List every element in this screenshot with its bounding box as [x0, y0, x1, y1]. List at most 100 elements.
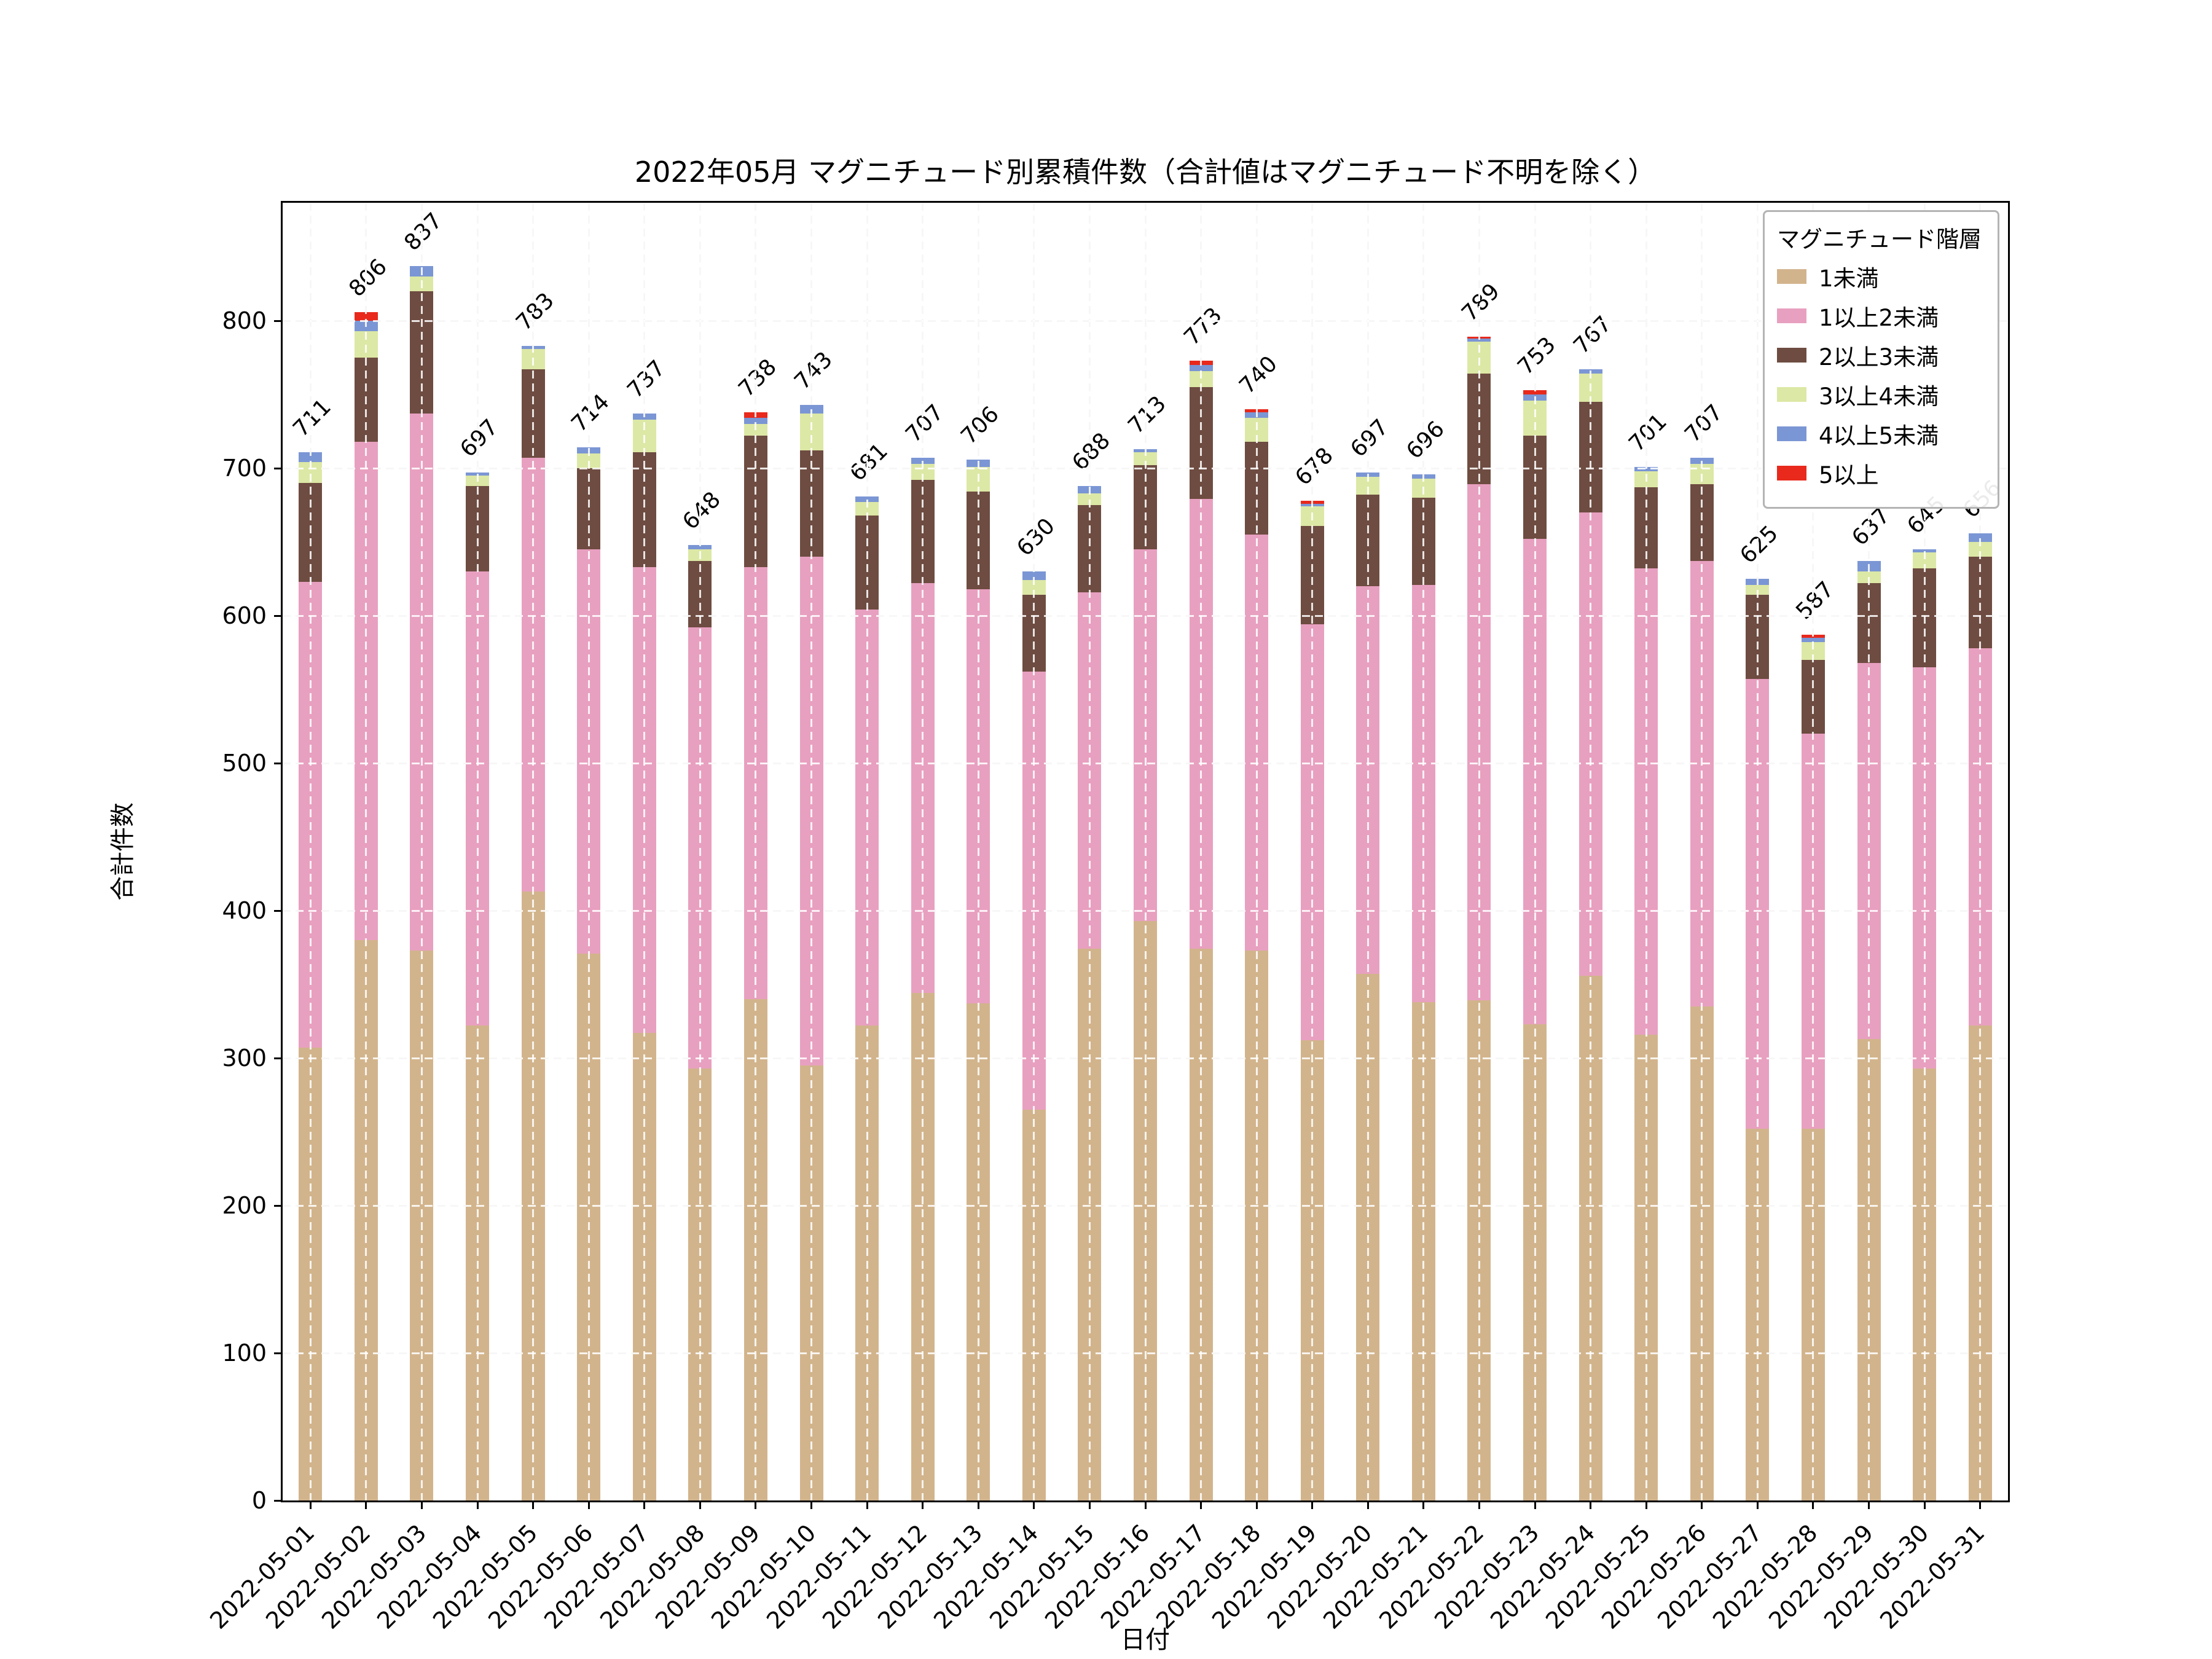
y-axis-label: 合計件数 [109, 802, 137, 901]
gridline-vertical-overlay [1033, 203, 1035, 1500]
gridline-vertical-overlay [922, 203, 924, 1500]
gridline-vertical-overlay [532, 203, 535, 1500]
x-tick-mark [1367, 1500, 1369, 1509]
gridline-vertical-overlay [1923, 203, 1926, 1500]
legend-label: 1未満 [1819, 265, 1879, 292]
legend-item: 1未満 [1777, 260, 1982, 293]
x-tick-mark [922, 1500, 924, 1509]
legend-title: マグニチュード階層 [1777, 226, 1982, 253]
x-tick-mark [866, 1500, 868, 1509]
x-tick-mark [1979, 1500, 1982, 1509]
legend-swatch [1777, 348, 1806, 363]
x-tick-mark [1033, 1500, 1035, 1509]
gridline-vertical-overlay [1144, 203, 1147, 1500]
x-tick-mark [420, 1500, 423, 1509]
y-tick-mark [274, 1499, 283, 1502]
legend-item: 1以上2未満 [1777, 299, 1982, 332]
legend-label: 3以上4未満 [1819, 383, 1939, 410]
y-tick-mark [274, 762, 283, 764]
legend-label: 5以上 [1819, 462, 1879, 488]
legend-label: 4以上5未満 [1819, 423, 1939, 449]
gridline-vertical-overlay [810, 203, 813, 1500]
y-tick-label: 600 [222, 602, 267, 629]
legend-item: 4以上5未満 [1777, 417, 1982, 450]
x-tick-mark [1756, 1500, 1759, 1509]
x-tick-mark [1478, 1500, 1480, 1509]
legend-items: 1未満 1以上2未満 2以上3未満 3以上4未満 4以上5未満 5以上 [1777, 260, 1982, 490]
y-tick-label: 500 [222, 750, 267, 777]
gridline-vertical-overlay [1478, 203, 1480, 1500]
gridline-vertical-overlay [1590, 203, 1592, 1500]
gridline-vertical-overlay [1979, 203, 1982, 1500]
x-tick-mark [643, 1500, 646, 1509]
x-tick-mark [977, 1500, 979, 1509]
gridline-vertical-overlay [309, 203, 312, 1500]
legend-item: 5以上 [1777, 457, 1982, 490]
gridline-vertical-overlay [1645, 203, 1647, 1500]
y-tick-mark [274, 1204, 283, 1207]
gridline-vertical-overlay [699, 203, 701, 1500]
x-tick-mark [1255, 1500, 1258, 1509]
x-tick-mark [365, 1500, 367, 1509]
x-tick-mark [1534, 1500, 1536, 1509]
x-tick-mark [587, 1500, 590, 1509]
x-tick-mark [1422, 1500, 1425, 1509]
legend-item: 2以上3未満 [1777, 339, 1982, 372]
grid-layer-front [283, 203, 2008, 1500]
legend-item: 3以上4未満 [1777, 378, 1982, 411]
gridline-vertical-overlay [866, 203, 868, 1500]
x-tick-mark [1088, 1500, 1091, 1509]
x-tick-mark [1200, 1500, 1202, 1509]
gridline-vertical-overlay [1311, 203, 1314, 1500]
x-tick-mark [1311, 1500, 1314, 1509]
legend-label: 2以上3未満 [1819, 344, 1939, 371]
y-tick-label: 100 [222, 1339, 267, 1367]
gridline-vertical-overlay [1701, 203, 1703, 1500]
gridline-vertical-overlay [1812, 203, 1814, 1500]
y-tick-mark [274, 614, 283, 617]
y-tick-label: 800 [222, 307, 267, 334]
gridline-vertical-overlay [1756, 203, 1759, 1500]
x-tick-mark [1923, 1500, 1926, 1509]
gridline-vertical-overlay [1367, 203, 1369, 1500]
gridline-vertical-overlay [977, 203, 979, 1500]
x-tick-mark [1868, 1500, 1870, 1509]
x-tick-mark [810, 1500, 813, 1509]
x-tick-mark [1144, 1500, 1147, 1509]
x-tick-mark [699, 1500, 701, 1509]
y-tick-mark [274, 909, 283, 912]
y-tick-mark [274, 1352, 283, 1354]
x-tick-mark [476, 1500, 479, 1509]
gridline-vertical-overlay [1255, 203, 1258, 1500]
y-tick-mark [274, 1057, 283, 1059]
chart-title: 2022年05月 マグニチュード別累積件数（合計値はマグニチュード不明を除く） [634, 155, 1657, 189]
gridline-vertical-overlay [1088, 203, 1091, 1500]
legend-swatch [1777, 269, 1806, 284]
legend: マグニチュード階層 1未満 1以上2未満 2以上3未満 3以上4未満 4以上5未満 5以上 [1763, 210, 1999, 509]
x-tick-mark [532, 1500, 535, 1509]
legend-label: 1以上2未満 [1819, 305, 1939, 331]
gridline-vertical-overlay [1868, 203, 1870, 1500]
x-tick-mark [1645, 1500, 1647, 1509]
y-tick-mark [274, 320, 283, 322]
legend-swatch [1777, 426, 1806, 441]
gridline-vertical-overlay [476, 203, 479, 1500]
x-tick-mark [1701, 1500, 1703, 1509]
gridline-vertical-overlay [365, 203, 367, 1500]
gridline-vertical-overlay [1422, 203, 1425, 1500]
gridline-vertical-overlay [1200, 203, 1202, 1500]
x-tick-mark [1812, 1500, 1814, 1509]
x-tick-mark [755, 1500, 757, 1509]
gridline-vertical-overlay [755, 203, 757, 1500]
gridline-vertical-overlay [587, 203, 590, 1500]
x-tick-mark [309, 1500, 312, 1509]
gridline-vertical-overlay [1534, 203, 1536, 1500]
gridline-vertical-overlay [420, 203, 423, 1500]
y-tick-label: 300 [222, 1045, 267, 1072]
legend-swatch [1777, 308, 1806, 323]
gridline-vertical-overlay [643, 203, 646, 1500]
legend-swatch [1777, 387, 1806, 402]
y-tick-label: 400 [222, 897, 267, 924]
y-tick-label: 700 [222, 455, 267, 482]
